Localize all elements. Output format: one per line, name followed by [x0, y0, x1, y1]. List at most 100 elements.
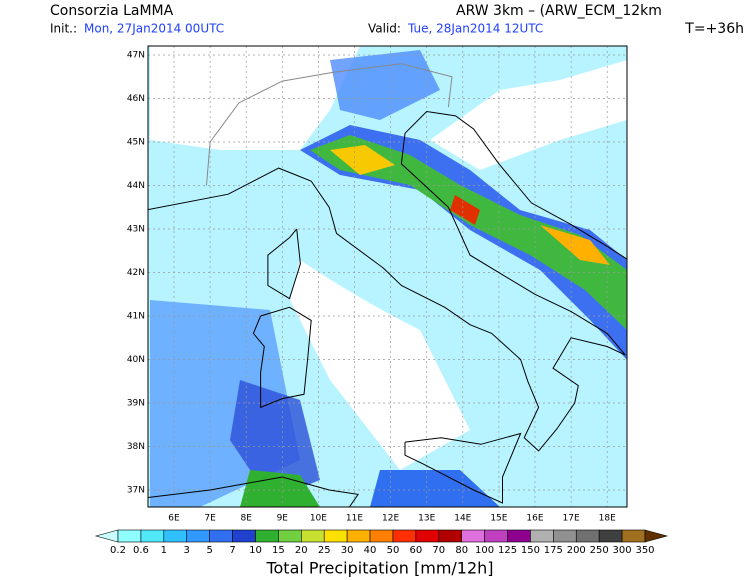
coast-path — [148, 110, 627, 452]
colorbar-box — [163, 529, 188, 543]
lat-label: 46N — [127, 94, 145, 104]
colorbar-label: 350 — [635, 545, 654, 556]
colorbar-box — [507, 529, 531, 543]
lat-label: 39N — [127, 399, 145, 409]
map — [148, 46, 627, 507]
lon-label: 9E — [277, 514, 289, 524]
grid — [148, 46, 627, 507]
colorbar-box — [301, 529, 325, 543]
colorbar-label: 125 — [498, 545, 517, 556]
coast-path — [148, 476, 359, 507]
precip-swath — [370, 470, 500, 507]
coastline — [148, 63, 627, 507]
colorbar-label: 30 — [341, 545, 354, 556]
colorbar-label: 15 — [272, 545, 285, 556]
colorbar-box — [346, 529, 371, 543]
colorbar-triangle — [94, 529, 119, 543]
colorbar-label: 5 — [206, 545, 212, 556]
colorbar-box — [369, 529, 394, 543]
lat-label: 42N — [127, 268, 145, 278]
init-label: Init.: — [50, 22, 77, 36]
lon-label: 16E — [526, 514, 543, 524]
colorbar-box — [598, 529, 623, 543]
coast-path — [404, 432, 522, 504]
colorbar-title: Total Precipitation [mm/12h] — [265, 559, 493, 578]
lon-label: 13E — [418, 514, 435, 524]
colorbar-box — [140, 529, 165, 543]
dry-area — [430, 60, 627, 170]
lat-label: 41N — [127, 312, 145, 322]
colorbar-label: 1 — [161, 545, 167, 556]
lat-label: 45N — [127, 138, 145, 148]
lat-label: 44N — [127, 181, 145, 191]
valid-label: Valid: — [368, 22, 401, 36]
colorbar-box — [438, 529, 462, 543]
colorbar-box — [621, 529, 646, 543]
lat-label: 38N — [127, 442, 145, 452]
axis-labels: 37N 38N 39N 40N 41N 42N 43N 44N 45N 46N 47N 6E 7E 8E 9… — [127, 51, 616, 524]
colorbar-box — [461, 529, 485, 543]
colorbar-label: 250 — [590, 545, 609, 556]
dry-area — [290, 260, 470, 470]
precip-core — [450, 195, 480, 225]
forecast-time: T=+36h — [684, 21, 744, 37]
colorbar-box — [232, 529, 256, 543]
colorbar-label: 50 — [387, 545, 400, 556]
precip-swath — [240, 470, 320, 507]
coast-path — [252, 306, 312, 409]
lon-label: 7E — [204, 514, 216, 524]
lat-label: 37N — [127, 486, 145, 496]
precip-core — [540, 225, 610, 265]
border-path — [205, 63, 453, 186]
colorbar-box — [484, 529, 508, 543]
precip-swath — [230, 380, 320, 500]
colorbar-box — [575, 529, 600, 543]
colorbar-label: 25 — [318, 545, 331, 556]
lon-label: 17E — [563, 514, 580, 524]
colorbar-label: 0.2 — [110, 545, 126, 556]
init-value: Mon, 27Jan2014 00UTC — [84, 22, 224, 36]
dry-area — [150, 46, 360, 150]
colorbar-label: 3 — [184, 545, 190, 556]
colorbar-label: 175 — [544, 545, 563, 556]
colorbar-label: 7 — [229, 545, 235, 556]
lon-label: 6E — [168, 514, 180, 524]
lat-label: 40N — [127, 355, 145, 365]
coast-path — [267, 228, 301, 300]
colorbar-label: 40 — [364, 545, 377, 556]
colorbar-box — [186, 529, 210, 543]
colorbar-label: 150 — [521, 545, 540, 556]
lon-label: 14E — [454, 514, 471, 524]
colorbar-label: 300 — [613, 545, 632, 556]
colorbar-box — [255, 529, 279, 543]
colorbar-box — [323, 529, 348, 543]
lon-label: 11E — [346, 514, 363, 524]
lon-label: 10E — [310, 514, 327, 524]
colorbar-box — [415, 529, 440, 543]
colorbar-label: 70 — [432, 545, 445, 556]
colorbar-box — [530, 529, 554, 543]
map-frame — [147, 45, 628, 508]
title: Consorzia LaMMA — [50, 3, 174, 19]
colorbar-label: 10 — [249, 545, 262, 556]
colorbar-label: 100 — [475, 545, 494, 556]
colorbar-label: 80 — [455, 545, 468, 556]
lon-label: 18E — [599, 514, 616, 524]
colorbar-label: 200 — [567, 545, 586, 556]
colorbar-label: 0.6 — [133, 545, 149, 556]
lat-label: 43N — [127, 225, 145, 235]
colorbar-box — [117, 529, 142, 543]
lon-label: 8E — [240, 514, 252, 524]
precip-swath — [330, 50, 440, 120]
colorbar-box — [392, 529, 417, 543]
colorbar: 0.2 0.6 1 3 5 7 10 15 20 25 30 40 50 60 70 80 100 125 150 1… — [94, 529, 669, 556]
colorbar-label: 60 — [410, 545, 423, 556]
precip-core — [330, 145, 395, 175]
colorbar-label: 20 — [295, 545, 308, 556]
colorbar-box — [209, 529, 233, 543]
lat-label: 47N — [127, 51, 145, 61]
colorbar-box — [553, 529, 577, 543]
model: ARW 3km – (ARW_ECM_12km — [456, 3, 662, 19]
lon-label: 15E — [490, 514, 507, 524]
